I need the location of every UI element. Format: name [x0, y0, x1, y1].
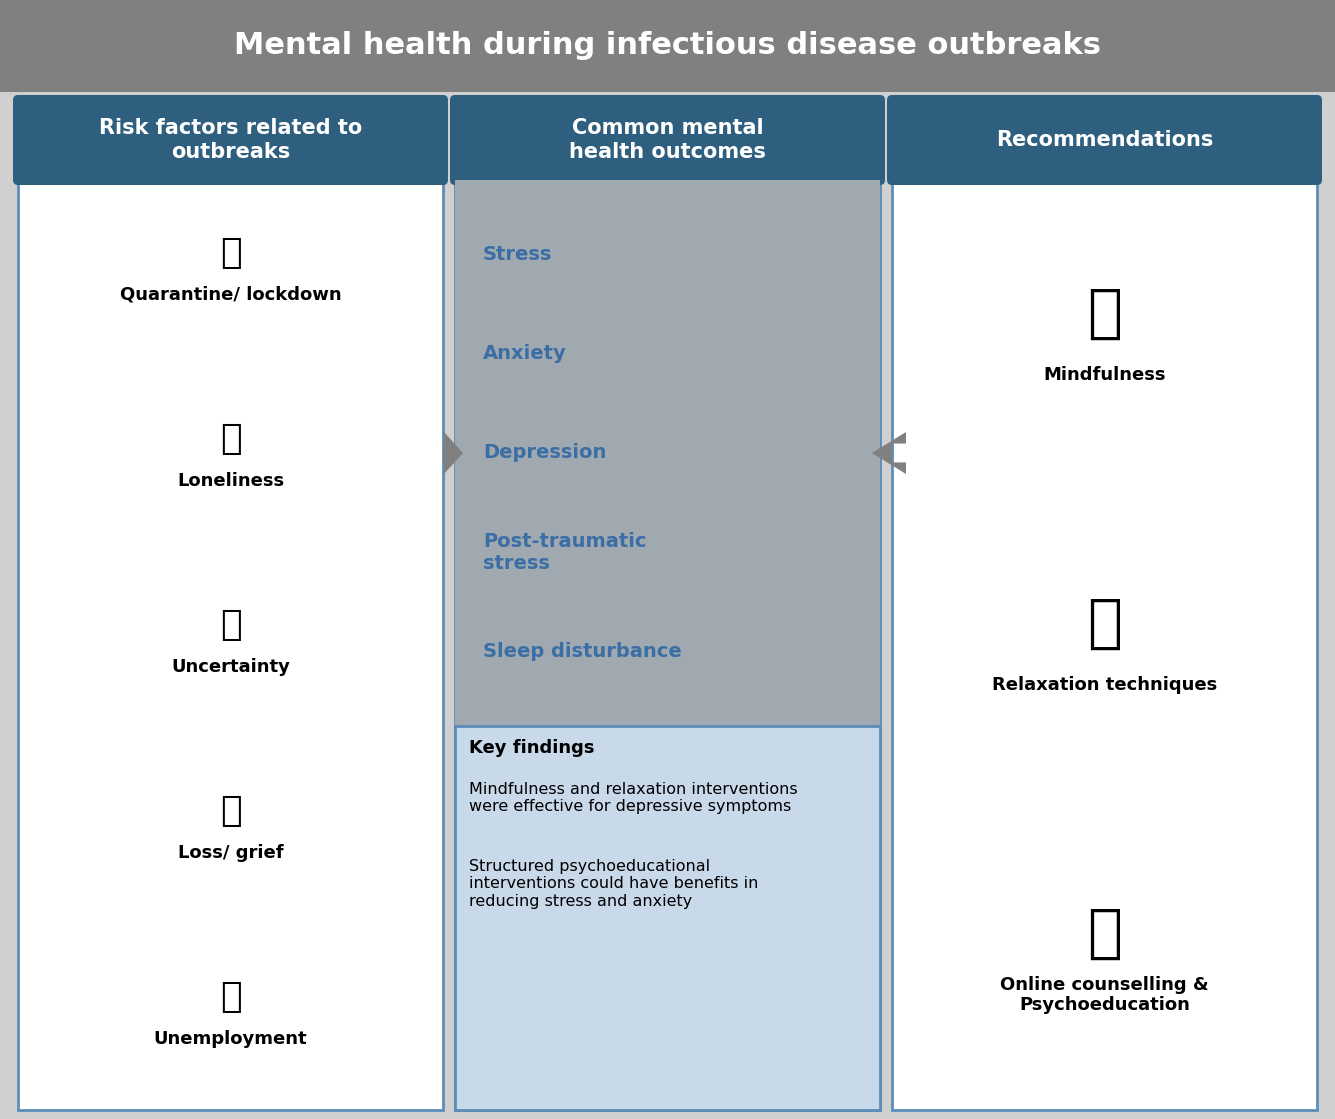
Text: 💻: 💻	[1087, 904, 1121, 961]
Polygon shape	[872, 432, 906, 474]
FancyBboxPatch shape	[455, 180, 880, 726]
Text: Anxiety: Anxiety	[483, 345, 567, 364]
Text: 📉: 📉	[220, 980, 242, 1014]
Text: 🧘: 🧘	[1087, 284, 1121, 341]
Text: 🧠: 🧠	[220, 608, 242, 642]
Text: Mindfulness: Mindfulness	[1043, 366, 1165, 384]
Text: Uncertainty: Uncertainty	[171, 658, 290, 676]
Text: Sleep disturbance: Sleep disturbance	[483, 642, 682, 661]
Text: Loss/ grief: Loss/ grief	[178, 844, 283, 862]
Text: Quarantine/ lockdown: Quarantine/ lockdown	[120, 286, 342, 304]
Text: Key findings: Key findings	[469, 739, 594, 756]
Text: Post-traumatic
stress: Post-traumatic stress	[483, 532, 646, 573]
FancyBboxPatch shape	[886, 95, 1322, 185]
Text: ⛯: ⛯	[220, 794, 242, 828]
Text: Loneliness: Loneliness	[178, 472, 284, 490]
FancyBboxPatch shape	[455, 100, 880, 1110]
Text: Unemployment: Unemployment	[154, 1029, 307, 1049]
Text: Mindfulness and relaxation interventions
were effective for depressive symptoms: Mindfulness and relaxation interventions…	[469, 782, 797, 815]
Text: Online counselling &
Psychoeducation: Online counselling & Psychoeducation	[1000, 976, 1208, 1015]
Text: Depression: Depression	[483, 443, 606, 462]
Text: 🏠: 🏠	[220, 236, 242, 270]
Text: Relaxation techniques: Relaxation techniques	[992, 676, 1218, 694]
Polygon shape	[443, 432, 463, 474]
FancyBboxPatch shape	[0, 0, 1335, 92]
FancyBboxPatch shape	[13, 95, 449, 185]
Text: 🏋: 🏋	[1087, 594, 1121, 651]
Text: 🧍: 🧍	[220, 422, 242, 457]
Text: Structured psychoeducational
interventions could have benefits in
reducing stres: Structured psychoeducational interventio…	[469, 859, 758, 909]
Text: Stress: Stress	[483, 245, 553, 264]
FancyBboxPatch shape	[450, 95, 885, 185]
FancyBboxPatch shape	[17, 100, 443, 1110]
Text: Common mental
health outcomes: Common mental health outcomes	[569, 119, 766, 161]
FancyBboxPatch shape	[455, 726, 880, 1110]
Text: Mental health during infectious disease outbreaks: Mental health during infectious disease …	[234, 31, 1101, 60]
FancyBboxPatch shape	[892, 100, 1318, 1110]
Text: Recommendations: Recommendations	[996, 130, 1214, 150]
Text: Risk factors related to
outbreaks: Risk factors related to outbreaks	[99, 119, 362, 161]
